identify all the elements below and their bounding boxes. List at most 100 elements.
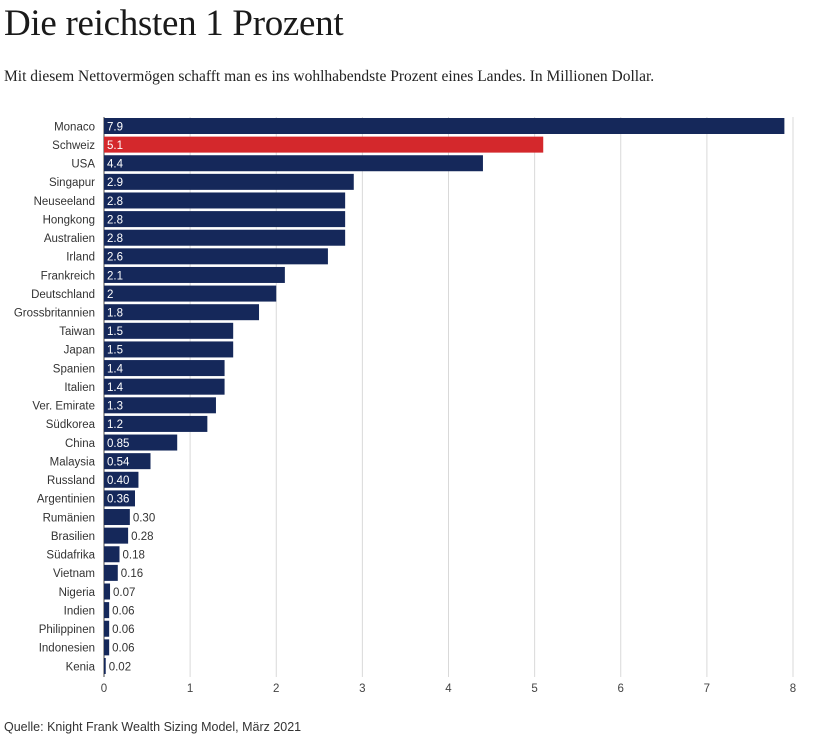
- x-tick-label: 0: [101, 683, 107, 695]
- category-label: USA: [71, 159, 95, 171]
- bar: [104, 266, 285, 283]
- value-label: 0.18: [123, 550, 145, 562]
- value-label: 2.9: [107, 177, 123, 189]
- bar: [104, 173, 354, 190]
- value-label: 7.9: [107, 121, 123, 133]
- value-label: 0.40: [107, 475, 129, 487]
- chart-subtitle: Mit diesem Nettovermögen schafft man es …: [4, 68, 655, 85]
- bar: [104, 602, 110, 619]
- value-label: 0.07: [113, 587, 135, 599]
- value-label: 1.3: [107, 401, 123, 413]
- category-label: China: [65, 438, 96, 450]
- category-label: Japan: [64, 345, 95, 357]
- x-tick-label: 2: [273, 683, 279, 695]
- value-label: 0.36: [107, 494, 129, 506]
- category-label: Neuseeland: [34, 196, 95, 208]
- category-label: Südkorea: [46, 419, 96, 431]
- value-label: 0.02: [109, 661, 131, 673]
- category-label: Monaco: [54, 121, 95, 133]
- x-tick-label: 3: [359, 683, 365, 695]
- value-label: 0.28: [131, 531, 153, 543]
- value-label: 0.85: [107, 438, 129, 450]
- category-label: Australien: [44, 233, 95, 245]
- category-label: Frankreich: [41, 270, 95, 282]
- category-label: Schweiz: [52, 140, 95, 152]
- category-label: Irland: [66, 252, 95, 264]
- bar: [104, 136, 544, 153]
- value-label: 4.4: [107, 159, 124, 171]
- category-label: Indien: [64, 605, 95, 617]
- value-label: 2.8: [107, 214, 123, 226]
- x-tick-label: 1: [187, 683, 193, 695]
- bar: [104, 118, 785, 134]
- category-label: Spanien: [53, 363, 95, 375]
- category-label: Grossbritannien: [14, 308, 95, 320]
- x-tick-label: 6: [618, 683, 624, 695]
- category-label: Rumänien: [43, 512, 95, 524]
- category-label: Russland: [47, 475, 95, 487]
- category-label: Argentinien: [37, 494, 95, 506]
- category-label: Singapur: [49, 177, 95, 189]
- bar: [104, 583, 111, 600]
- category-label: Malaysia: [50, 456, 96, 468]
- value-label: 1.4: [107, 363, 124, 375]
- bar: [104, 490, 136, 507]
- value-label: 2.6: [107, 252, 123, 264]
- bar: [104, 639, 110, 656]
- x-tick-label: 8: [790, 683, 796, 695]
- bar: [104, 341, 234, 358]
- x-tick-label: 7: [704, 683, 710, 695]
- category-label: Kenia: [66, 661, 96, 673]
- category-label: Nigeria: [59, 587, 96, 599]
- category-label: Philippinen: [39, 624, 95, 636]
- value-label: 2.1: [107, 270, 123, 282]
- bar: [104, 360, 225, 377]
- value-label: 2.8: [107, 233, 123, 245]
- value-label: 1.5: [107, 326, 123, 338]
- value-label: 2.8: [107, 196, 123, 208]
- bar: [104, 434, 178, 451]
- category-label: Brasilien: [51, 531, 95, 543]
- source-note: Quelle: Knight Frank Wealth Sizing Model…: [4, 720, 302, 734]
- chart-title: Die reichsten 1 Prozent: [4, 3, 344, 44]
- value-label: 0.30: [133, 512, 155, 524]
- category-label: Italien: [64, 382, 95, 394]
- bar: [104, 229, 346, 246]
- bar: [104, 322, 234, 339]
- bar: [104, 657, 106, 674]
- bar: [104, 285, 277, 302]
- value-label: 0.06: [112, 624, 134, 636]
- x-tick-label: 4: [445, 683, 452, 695]
- bar: [104, 453, 151, 470]
- bar: [104, 471, 139, 488]
- value-label: 0.16: [121, 568, 143, 580]
- value-label: 0.54: [107, 456, 130, 468]
- bar: [104, 527, 129, 544]
- bar: [104, 211, 346, 228]
- bar: [104, 248, 328, 265]
- value-label: 5.1: [107, 140, 123, 152]
- bar: [104, 415, 208, 432]
- bar: [104, 509, 130, 526]
- category-label: Ver. Emirate: [32, 401, 95, 413]
- category-label: Vietnam: [53, 568, 95, 580]
- value-label: 1.2: [107, 419, 123, 431]
- value-label: 1.5: [107, 345, 123, 357]
- x-tick-label: 5: [531, 683, 537, 695]
- bar: [104, 378, 225, 395]
- value-label: 1.4: [107, 382, 124, 394]
- bar: [104, 304, 260, 321]
- bar: [104, 564, 118, 581]
- value-label: 0.06: [112, 643, 134, 655]
- value-label: 2: [107, 289, 113, 301]
- bar: [104, 397, 216, 414]
- category-label: Indonesien: [39, 643, 95, 655]
- bar-chart: 0 1 2 3 4 5 6 7 8 Monaco 7.9 Schweiz 5.1 USA 4.4 Singap…: [14, 117, 796, 695]
- bar: [104, 192, 346, 209]
- value-label: 0.06: [112, 605, 134, 617]
- bar: [104, 620, 110, 637]
- category-label: Südafrika: [46, 550, 95, 562]
- bar: [104, 546, 120, 563]
- category-label: Taiwan: [59, 326, 95, 338]
- value-label: 1.8: [107, 308, 123, 320]
